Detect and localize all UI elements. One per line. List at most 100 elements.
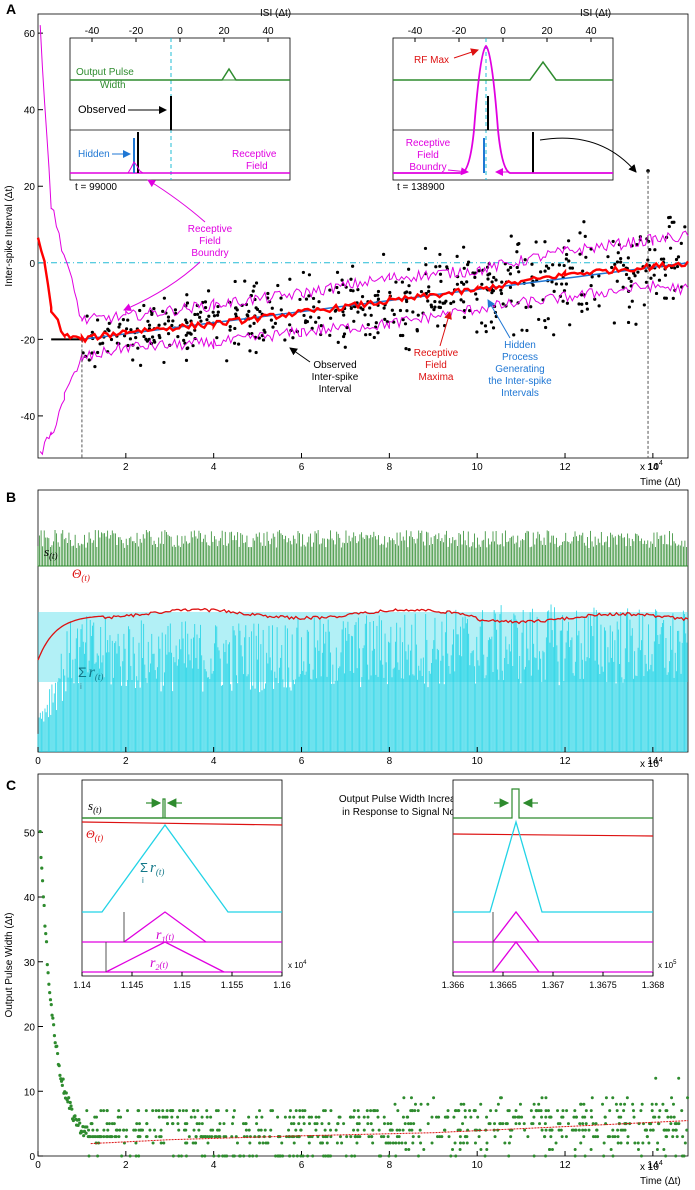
c-pulse-point — [403, 1122, 407, 1126]
a-observed-point — [577, 302, 581, 306]
c-pulse-point — [196, 1109, 200, 1113]
a-observed-point — [438, 264, 442, 268]
a-observed-point — [216, 304, 220, 309]
a-observed-point — [341, 334, 346, 339]
a-observed-point — [255, 307, 260, 311]
a-observed-point — [301, 270, 305, 275]
c-pulse-point — [189, 1115, 193, 1119]
c-pulse-point — [145, 1122, 149, 1126]
a-observed-point — [248, 324, 252, 328]
inset1-observed-label: Observed — [78, 104, 126, 116]
c-pulse-point — [540, 1128, 544, 1132]
c-pulse-point — [442, 1128, 446, 1132]
a-observed-point — [654, 291, 659, 296]
c-pulse-point — [356, 1128, 360, 1132]
c-pulse-point — [685, 1128, 689, 1132]
c-pulse-point — [628, 1122, 632, 1126]
a-observed-point — [369, 313, 373, 317]
c-pulse-point — [463, 1109, 467, 1113]
c-pulse-point — [456, 1109, 460, 1113]
a-observed-point — [483, 324, 488, 328]
c-pulse-point — [505, 1122, 509, 1126]
c-pulse-point — [532, 1154, 536, 1158]
c-pulse-point — [565, 1109, 569, 1113]
a-observed-point — [304, 297, 309, 301]
c-pulse-point — [583, 1154, 587, 1158]
c-pulse-point — [544, 1154, 548, 1158]
c-pulse-point — [641, 1141, 645, 1145]
c-pulse-point — [453, 1109, 457, 1113]
c-pulse-point — [384, 1141, 388, 1145]
c-pulse-point — [81, 1125, 85, 1129]
c-pulse-point — [299, 1154, 303, 1158]
a-observed-point — [234, 312, 238, 316]
a-observed-point — [546, 317, 550, 321]
a-observed-point — [139, 363, 143, 368]
a-observed-point — [459, 280, 464, 284]
panel-c-label: C — [6, 777, 16, 793]
a-observed-point — [107, 329, 111, 333]
a-rf-boundary-lower — [39, 280, 689, 456]
c-pulse-point — [102, 1135, 106, 1139]
c-pulse-point — [208, 1135, 212, 1139]
c-pulse-point — [357, 1115, 361, 1119]
c-pulse-point — [494, 1109, 498, 1113]
a-observed-point — [276, 283, 280, 288]
c-pulse-point — [144, 1109, 148, 1113]
a-observed-point — [468, 309, 472, 313]
c-pulse-point — [162, 1141, 166, 1145]
c-pulse-point — [307, 1115, 311, 1119]
c-pulse-point — [48, 991, 52, 995]
c-pulse-point — [681, 1135, 685, 1139]
c-pulse-point — [520, 1115, 524, 1119]
c-pulse-point — [535, 1109, 539, 1113]
a-observed-point — [480, 321, 484, 325]
a-obs-1: Observed — [313, 360, 356, 371]
c-pulse-point — [422, 1148, 426, 1152]
c-pulse-point — [324, 1154, 328, 1158]
c-pulse-point — [367, 1135, 371, 1139]
a-observed-point — [345, 326, 349, 330]
c-pulse-point — [451, 1148, 455, 1152]
c-pulse-point — [118, 1128, 122, 1132]
a-observed-point — [490, 280, 494, 284]
c-pulse-point — [161, 1109, 165, 1113]
c-pulse-point — [440, 1135, 444, 1139]
c-pulse-point — [573, 1109, 577, 1113]
c-pulse-point — [419, 1141, 423, 1145]
a-observed-point — [611, 239, 615, 244]
c-pulse-point — [446, 1109, 450, 1113]
a-observed-point — [261, 338, 266, 342]
a-ytick-label: 60 — [24, 29, 36, 40]
a-observed-point — [271, 325, 275, 329]
c-pulse-point — [57, 1064, 61, 1068]
a-observed-point — [426, 299, 430, 303]
a-observed-point — [630, 299, 634, 303]
a-observed-point — [356, 310, 360, 314]
c-pulse-point — [462, 1141, 466, 1145]
c-pulse-point — [453, 1141, 457, 1145]
c-pulse-point — [176, 1115, 180, 1119]
a-observed-point — [626, 320, 631, 325]
c-pulse-point — [55, 1051, 60, 1056]
a-observed-point — [551, 263, 555, 267]
a-observed-point — [644, 269, 648, 273]
a-observed-point — [455, 254, 459, 258]
a-observed-point — [570, 266, 575, 270]
a-observed-point — [196, 312, 200, 316]
a-observed-point — [568, 266, 572, 270]
c-pulse-point — [632, 1115, 636, 1119]
c-pulse-point — [85, 1125, 89, 1129]
panel-b-s-spikes — [37, 530, 687, 566]
a-observed-point — [328, 333, 332, 337]
a-xtick-label: 8 — [387, 462, 393, 473]
a-observed-point — [405, 309, 409, 313]
c-pulse-point — [383, 1122, 387, 1126]
a-observed-point — [95, 318, 100, 322]
c-pulse-point — [159, 1128, 163, 1132]
c-pulse-point — [276, 1154, 280, 1158]
c-pulse-point — [376, 1115, 380, 1119]
inset2-boundary-label-3: Boundry — [409, 162, 446, 173]
c-pulse-point — [159, 1141, 163, 1145]
